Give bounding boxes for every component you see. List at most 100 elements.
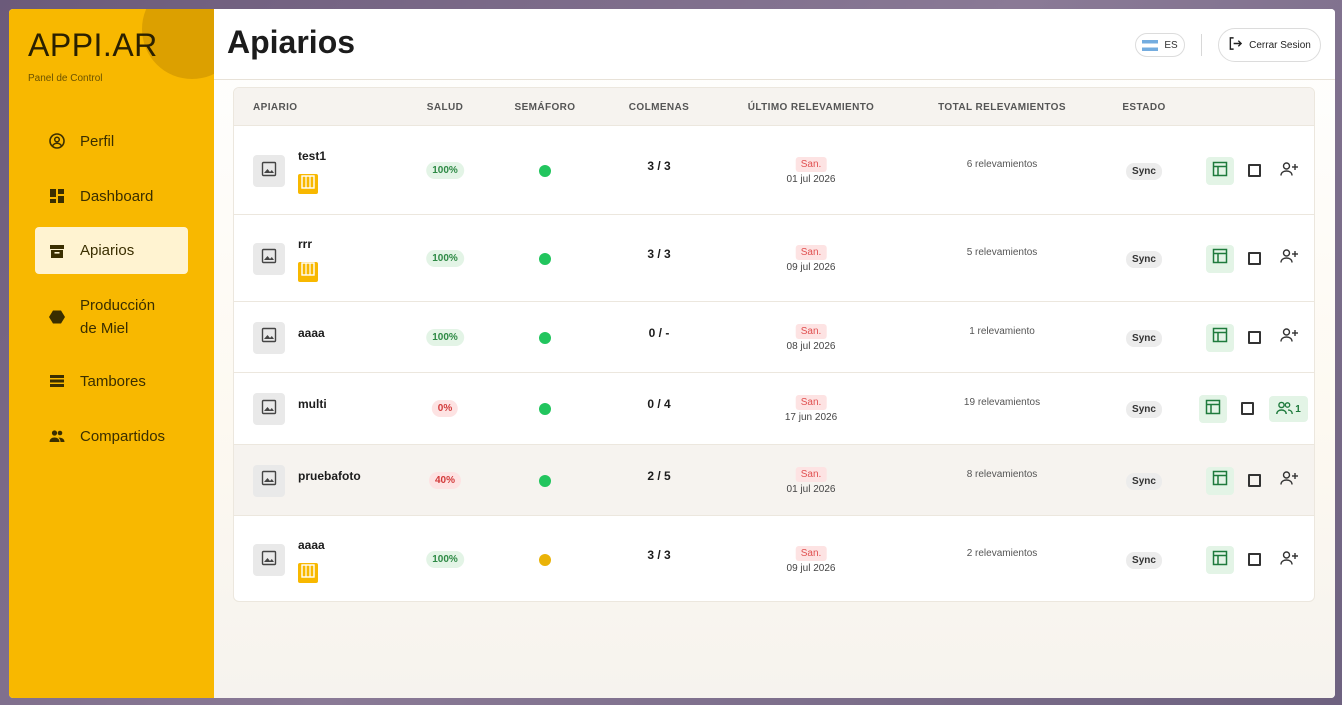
total-surveys: 5 relevamientos [966, 246, 1038, 258]
sidebar-item-compartidos[interactable]: Compartidos [35, 424, 188, 448]
select-checkbox[interactable] [1241, 402, 1254, 415]
select-checkbox[interactable] [1248, 251, 1261, 265]
colmenas-count: 0 / - [648, 325, 670, 340]
view-table-button[interactable] [1206, 546, 1234, 574]
view-table-button[interactable] [1206, 323, 1234, 352]
apiario-name[interactable]: pruebafoto [298, 468, 361, 483]
colmenas-count: 0 / 4 [647, 397, 671, 411]
logout-button[interactable]: Cerrar Sesion [1218, 28, 1321, 62]
share-apiario-button[interactable] [1278, 160, 1300, 182]
column-header-estado: ESTADO [1122, 102, 1166, 113]
sidebar-item-label: Apiarios [80, 242, 135, 259]
logout-label: Cerrar Sesion [1249, 39, 1311, 51]
add-user-icon [1279, 161, 1299, 182]
total-surveys: 2 relevamientos [966, 548, 1038, 559]
total-surveys: 1 relevamiento [969, 325, 1035, 337]
share-apiario-button[interactable] [1278, 327, 1300, 349]
table-header: APIARIO SALUD SEMÁFORO COLMENAS ÚLTIMO R… [234, 88, 1314, 126]
sidebar-item-produccion-de-miel[interactable]: Producción de Miel [35, 293, 188, 340]
status-badge: Sync [1126, 250, 1162, 268]
table-row[interactable]: rrr 100% 3 / 3 San. 09 jul 2026 5 releva… [234, 215, 1314, 302]
table-row[interactable]: test1 100% 3 / 3 San. 01 jul 2026 6 rele… [234, 127, 1314, 215]
image-icon [261, 161, 277, 182]
health-badge: 100% [426, 328, 464, 346]
select-checkbox[interactable] [1248, 330, 1261, 344]
table-row[interactable]: aaaa 100% 0 / - San. 08 jul 2026 1 relev… [234, 302, 1314, 373]
apiario-name[interactable]: aaaa [298, 325, 325, 340]
view-table-button[interactable] [1199, 395, 1227, 423]
apiario-image-placeholder[interactable] [253, 242, 285, 275]
view-table-button[interactable] [1206, 157, 1234, 185]
table-row[interactable]: aaaa 100% 3 / 3 San. 09 jul 2026 2 relev… [234, 516, 1314, 601]
hive-icon [301, 174, 315, 194]
hive-icon [301, 563, 315, 583]
status-badge: Sync [1126, 472, 1162, 490]
select-checkbox[interactable] [1248, 164, 1261, 177]
day-badge: San. [795, 395, 827, 410]
apiario-image-placeholder[interactable] [253, 544, 285, 576]
apiario-name[interactable]: rrr [298, 236, 313, 251]
day-badge: San. [795, 323, 827, 339]
semaforo-indicator [539, 165, 551, 177]
apiarios-table: APIARIO SALUD SEMÁFORO COLMENAS ÚLTIMO R… [233, 87, 1315, 602]
apiario-name[interactable]: aaaa [298, 538, 325, 552]
hexagon-icon [49, 309, 65, 325]
image-icon [261, 470, 277, 491]
apiario-image-placeholder[interactable] [253, 464, 285, 497]
select-checkbox[interactable] [1248, 553, 1261, 566]
column-header-total-relevamientos: TOTAL RELEVAMIENTOS [938, 102, 1066, 113]
share-apiario-button[interactable] [1278, 248, 1300, 270]
table-icon [1212, 161, 1228, 182]
table-icon [1212, 550, 1228, 571]
share-apiario-button[interactable] [1278, 470, 1300, 492]
user-circle-icon [49, 133, 65, 149]
semaforo-indicator [539, 554, 551, 566]
colmenas-count: 3 / 3 [647, 548, 671, 562]
day-badge: San. [795, 244, 827, 260]
image-icon [261, 550, 277, 571]
last-survey-date: 17 jun 2026 [784, 412, 838, 423]
sidebar-item-apiarios[interactable]: Apiarios [35, 227, 188, 274]
header-divider [1201, 34, 1202, 56]
status-badge: Sync [1126, 401, 1162, 418]
shared-count: 1 [1295, 403, 1301, 415]
select-checkbox[interactable] [1248, 473, 1261, 487]
brand-subtitle: Panel de Control [28, 73, 103, 84]
language-code: ES [1164, 39, 1178, 51]
dashboard-icon [49, 188, 65, 204]
sidebar-item-label: Perfil [80, 132, 115, 150]
semaforo-indicator [539, 331, 551, 344]
last-survey-date: 09 jul 2026 [786, 563, 836, 574]
apiario-image-placeholder[interactable] [253, 393, 285, 425]
apiario-image-placeholder[interactable] [253, 155, 285, 187]
sidebar-item-label: Tambores [80, 372, 146, 390]
people-icon [1276, 401, 1294, 418]
health-badge: 40% [428, 471, 462, 489]
table-row[interactable]: pruebafoto 40% 2 / 5 San. 01 jul 2026 8 … [234, 445, 1314, 516]
sidebar-item-perfil[interactable]: Perfil [35, 129, 188, 153]
hive-badge [298, 174, 318, 194]
sidebar-item-tambores[interactable]: Tambores [35, 369, 188, 393]
share-apiario-button[interactable] [1278, 549, 1300, 571]
column-header-semaforo: SEMÁFORO [514, 102, 576, 113]
status-badge: Sync [1126, 163, 1162, 180]
colmenas-count: 3 / 3 [647, 246, 671, 261]
apiario-name[interactable]: multi [298, 397, 327, 411]
shared-users-button[interactable]: 1 [1269, 396, 1308, 422]
apiario-name[interactable]: test1 [298, 149, 327, 163]
health-badge: 100% [426, 162, 464, 179]
status-badge: Sync [1126, 552, 1162, 569]
sidebar: APPI.AR Panel de Control Perfil Dashboar… [9, 9, 214, 698]
sidebar-item-label: Dashboard [80, 187, 154, 205]
table-icon [1212, 327, 1228, 348]
day-badge: San. [795, 546, 827, 561]
language-selector[interactable]: ES [1135, 33, 1185, 57]
apiario-image-placeholder[interactable] [253, 321, 285, 354]
semaforo-indicator [539, 474, 551, 487]
sidebar-item-dashboard[interactable]: Dashboard [35, 184, 188, 208]
view-table-button[interactable] [1206, 466, 1234, 495]
view-table-button[interactable] [1206, 244, 1234, 273]
table-icon [1212, 248, 1228, 269]
table-row[interactable]: multi 0% 0 / 4 San. 17 jun 2026 19 relev… [234, 373, 1314, 445]
app-window: APPI.AR Panel de Control Perfil Dashboar… [9, 9, 1335, 698]
